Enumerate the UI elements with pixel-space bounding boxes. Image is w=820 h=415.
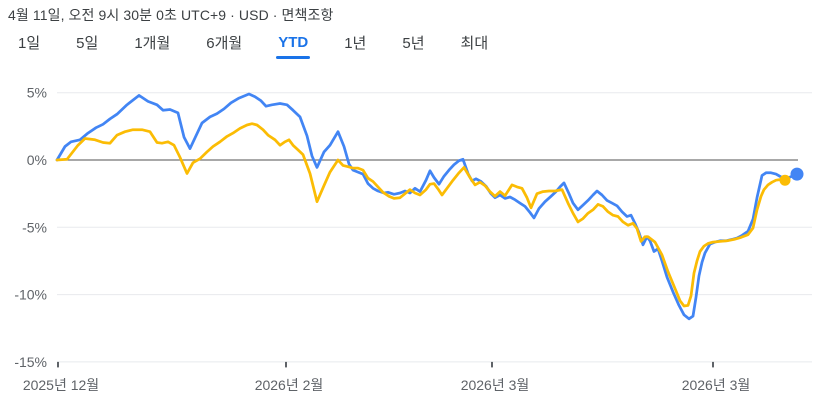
y-axis-tick-label: -10% xyxy=(14,287,47,303)
y-axis-tick-label: -15% xyxy=(14,354,47,370)
tab-5year[interactable]: 5년 xyxy=(402,30,424,61)
series-blue-line xyxy=(55,92,799,321)
x-axis-tick-label: 2026년 3월 xyxy=(461,377,530,393)
x-axis-tick-label: 2026년 3월 xyxy=(682,377,751,393)
tab-5day[interactable]: 5일 xyxy=(76,30,98,61)
y-axis-tick-label: 0% xyxy=(27,152,47,168)
disclaimer-link[interactable]: 면책조항 xyxy=(281,7,334,23)
tab-1year[interactable]: 1년 xyxy=(344,30,366,61)
tab-ytd[interactable]: YTD xyxy=(276,32,311,59)
chart-meta-line: 4월 11일, 오전 9시 30분 0초 UTC+9 · USD · 면책조항 xyxy=(8,5,333,25)
x-axis-tick-label: 2026년 2월 xyxy=(255,377,324,393)
series-yellow-endpoint-dot xyxy=(779,174,791,186)
datetime-currency-text: 4월 11일, 오전 9시 30분 0초 UTC+9 · USD · xyxy=(8,7,282,23)
y-axis-tick-label: -5% xyxy=(22,219,47,235)
tab-6month[interactable]: 6개월 xyxy=(206,30,242,61)
time-range-tabs: 1일 5일 1개월 6개월 YTD 1년 5년 최대 xyxy=(0,30,488,61)
x-axis-tick-label: 2025년 12월 xyxy=(23,377,99,393)
y-axis-tick-label: 5% xyxy=(27,85,47,101)
tab-max[interactable]: 최대 xyxy=(461,30,489,61)
series-yellow-line xyxy=(55,122,787,308)
tab-1day[interactable]: 1일 xyxy=(18,30,40,61)
series-blue-endpoint-dot xyxy=(790,167,804,181)
tab-1month[interactable]: 1개월 xyxy=(134,30,170,61)
